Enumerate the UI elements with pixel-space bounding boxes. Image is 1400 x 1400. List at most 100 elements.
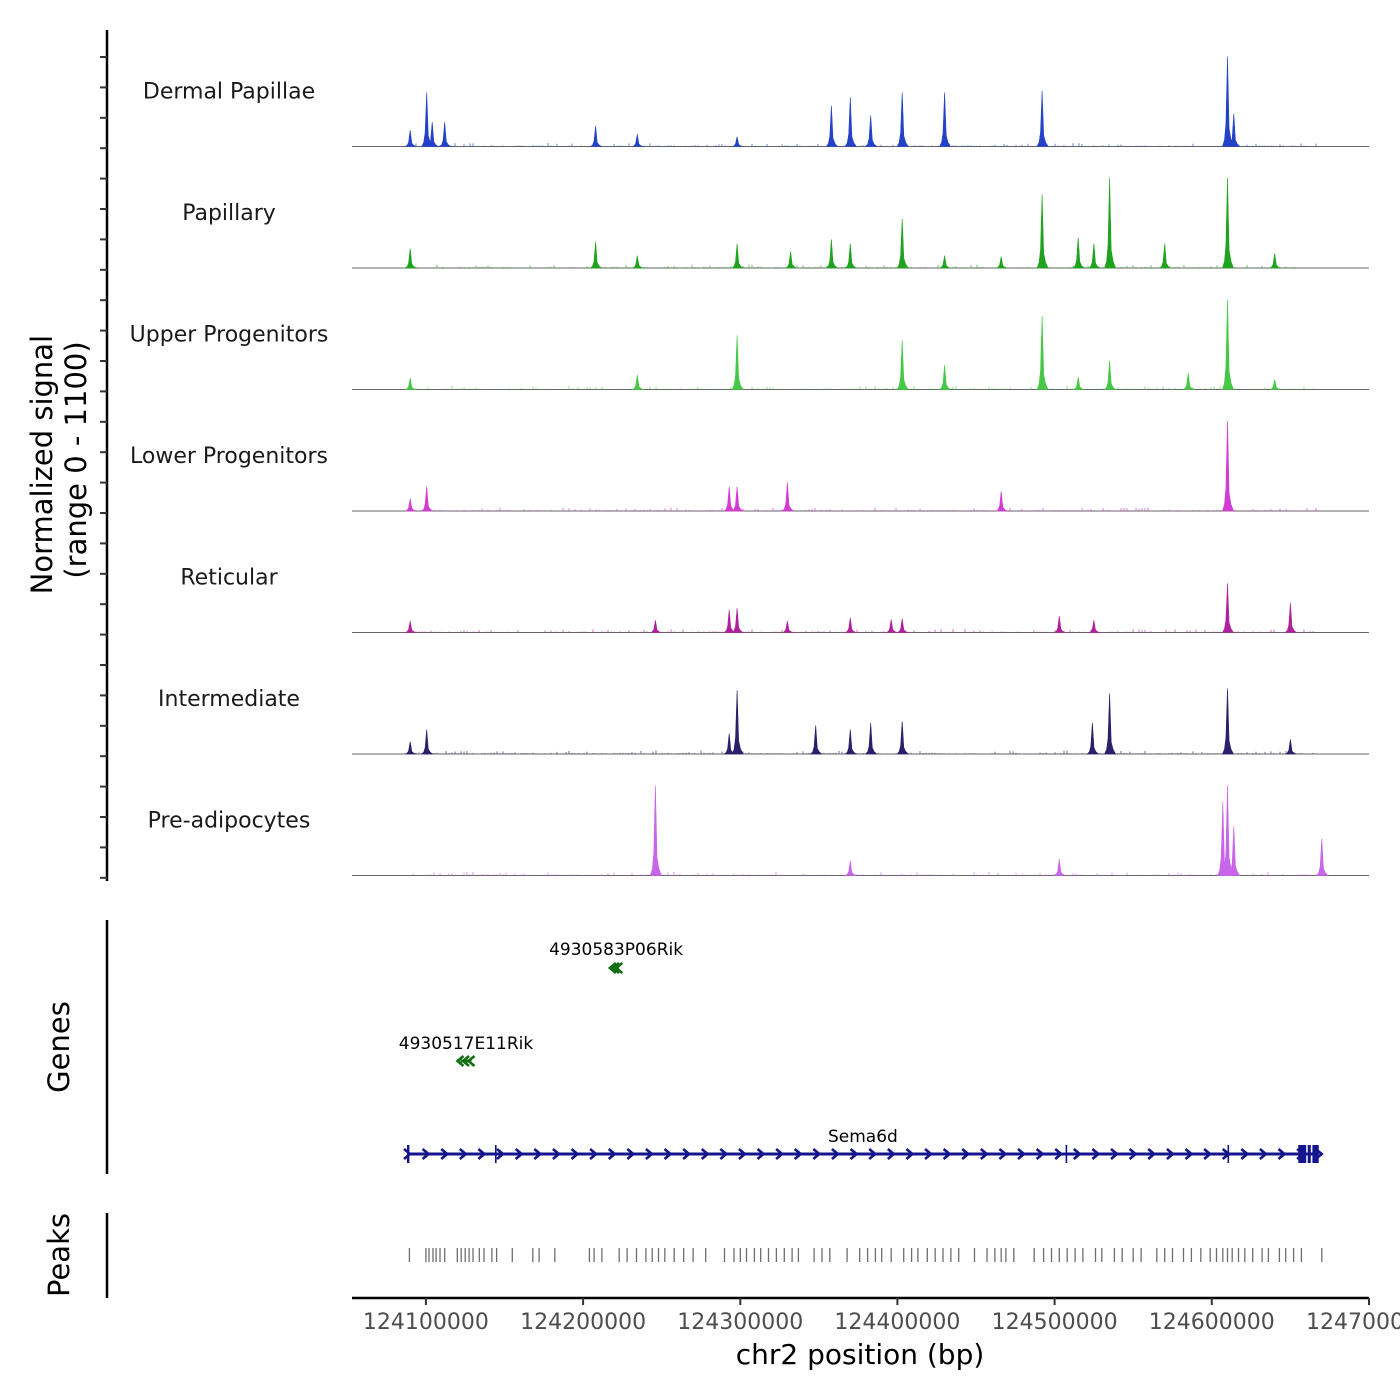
- signal-peak: [1316, 838, 1329, 876]
- strand-arrow: [552, 1148, 561, 1160]
- signal-peak: [1158, 243, 1172, 269]
- signal-peak: [1036, 90, 1049, 147]
- strand-arrow: [421, 1148, 431, 1160]
- x-tick-label: 124300000: [677, 1310, 803, 1335]
- signal-peak: [405, 741, 417, 755]
- strand-arrow: [460, 1055, 470, 1067]
- signal-peak: [438, 121, 452, 147]
- signal-peak: [731, 607, 745, 633]
- signal-peak: [896, 721, 909, 755]
- strand-arrow: [477, 1148, 487, 1160]
- exon: [407, 1145, 410, 1163]
- strand-arrow: [440, 1148, 450, 1160]
- signal-peak: [1073, 377, 1085, 390]
- strand-arrow: [905, 1148, 915, 1160]
- x-axis-ticks: 124100000 124200000 124300000 124400000 1245…: [363, 1298, 1400, 1335]
- track-label: Reticular: [180, 566, 278, 591]
- genes-track-label: Genes: [42, 1001, 76, 1093]
- x-tick-label: 124100000: [363, 1310, 489, 1335]
- track-label: Upper Progenitors: [130, 323, 329, 348]
- signal-peak: [782, 620, 794, 633]
- strand-arrow: [682, 1148, 692, 1160]
- coverage-tracks: Dermal Papillae Papillary Upper Progenitor…: [130, 56, 1369, 876]
- track-label: Papillary: [182, 201, 276, 226]
- track-noise: [406, 143, 1317, 147]
- strand-arrow: [1072, 1148, 1082, 1160]
- signal-peak: [1269, 253, 1281, 269]
- signal-peak: [1285, 739, 1297, 755]
- signal-peak: [723, 486, 737, 512]
- strand-arrow: [496, 1148, 506, 1160]
- exon: [1227, 1145, 1230, 1163]
- signal-peak: [1228, 826, 1241, 876]
- signal-peak: [404, 248, 418, 269]
- strand-arrow: [533, 1148, 543, 1160]
- signal-peak: [732, 136, 744, 147]
- exon: [1312, 1145, 1319, 1163]
- signal-peak: [1222, 688, 1234, 755]
- strand-arrow: [1017, 1148, 1027, 1160]
- peaks-track-label: Peaks: [42, 1213, 76, 1297]
- strand-arrow: [455, 1055, 465, 1067]
- strand-arrow: [942, 1148, 952, 1160]
- gene-4930517e11rik: 4930517E11Rik: [399, 1034, 533, 1067]
- gene-4930583p06rik: 4930583P06Rik: [549, 940, 683, 974]
- strand-arrow: [998, 1148, 1008, 1160]
- signal-peak: [723, 609, 737, 633]
- exon: [1065, 1145, 1068, 1163]
- signal-peak: [845, 860, 857, 876]
- signal-peak: [1104, 177, 1117, 269]
- signal-peak: [1222, 299, 1234, 390]
- coverage-track: Papillary: [182, 177, 1369, 269]
- signal-peak: [1036, 315, 1049, 390]
- exon: [1307, 1145, 1311, 1163]
- strand-arrow: [738, 1148, 747, 1160]
- strand-arrow: [1091, 1148, 1101, 1160]
- strand-arrow: [1054, 1148, 1064, 1160]
- signal-peak: [731, 486, 745, 512]
- signal-peak: [731, 243, 745, 269]
- coverage-track: Upper Progenitors: [130, 299, 1369, 390]
- strand-arrow: [1184, 1148, 1194, 1160]
- signal-peak: [845, 617, 857, 633]
- track-noise: [406, 386, 1317, 390]
- strand-arrow: [1128, 1148, 1138, 1160]
- strand-arrow: [607, 1148, 617, 1160]
- strand-arrow: [961, 1148, 971, 1160]
- strand-arrow: [1259, 1148, 1268, 1160]
- signal-peak: [896, 92, 909, 147]
- strand-arrow: [626, 1148, 636, 1160]
- track-label: Dermal Papillae: [143, 80, 315, 105]
- signal-peak: [1222, 56, 1234, 147]
- signal-peak: [420, 486, 434, 512]
- strand-arrow: [570, 1148, 580, 1160]
- signal-peak: [1222, 177, 1234, 269]
- signal-peak: [996, 256, 1008, 269]
- strand-arrow: [614, 962, 624, 974]
- signal-peak: [886, 619, 898, 633]
- strand-arrow: [849, 1148, 859, 1160]
- strand-arrow: [756, 1148, 766, 1160]
- signal-peak: [810, 725, 823, 755]
- exon: [495, 1145, 497, 1163]
- signal-peak: [650, 620, 662, 633]
- strand-arrow: [1110, 1148, 1120, 1160]
- genes-track: 4930583P06Rik 4930517E11Rik Sema6d: [399, 940, 1324, 1163]
- strand-arrow: [1203, 1148, 1213, 1160]
- track-label: Intermediate: [158, 687, 300, 712]
- signal-peak: [1086, 722, 1100, 755]
- strand-arrow: [1277, 1148, 1287, 1160]
- signal-peak: [405, 620, 417, 633]
- signal-peak: [939, 255, 951, 269]
- signal-peak: [420, 729, 434, 755]
- signal-peak: [405, 498, 417, 512]
- signal-peak: [995, 491, 1009, 512]
- y-axis-title: Normalized signal (range 0 - 1100): [25, 326, 93, 595]
- signal-peak: [781, 482, 795, 512]
- signal-peak: [405, 377, 417, 390]
- strand-arrow: [458, 1148, 468, 1160]
- x-tick-label: 124600000: [1149, 1310, 1275, 1335]
- x-tick-label: 124700000: [1306, 1310, 1400, 1335]
- strand-arrow: [886, 1148, 896, 1160]
